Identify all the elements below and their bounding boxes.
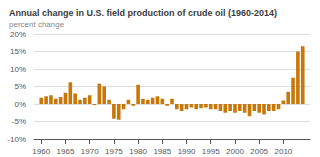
svg-text:1970: 1970	[81, 147, 99, 156]
svg-text:20%: 20%	[10, 30, 26, 39]
svg-text:2005: 2005	[250, 147, 268, 156]
svg-text:1990: 1990	[178, 147, 196, 156]
svg-text:10%: 10%	[10, 65, 26, 74]
svg-text:Annual change in U.S. field pr: Annual change in U.S. field production o…	[9, 8, 277, 18]
svg-text:15%: 15%	[10, 47, 26, 56]
svg-text:2000: 2000	[226, 147, 244, 156]
svg-text:1960: 1960	[32, 147, 50, 156]
svg-text:1985: 1985	[153, 147, 171, 156]
svg-text:1965: 1965	[57, 147, 75, 156]
svg-text:percent change: percent change	[9, 20, 65, 29]
svg-text:-10%: -10%	[7, 135, 26, 144]
svg-text:1995: 1995	[202, 147, 220, 156]
svg-text:2010: 2010	[274, 147, 292, 156]
svg-text:1980: 1980	[129, 147, 147, 156]
svg-text:-5%: -5%	[12, 117, 26, 126]
svg-text:1975: 1975	[105, 147, 123, 156]
svg-text:0%: 0%	[14, 100, 26, 109]
svg-text:5%: 5%	[14, 82, 26, 91]
